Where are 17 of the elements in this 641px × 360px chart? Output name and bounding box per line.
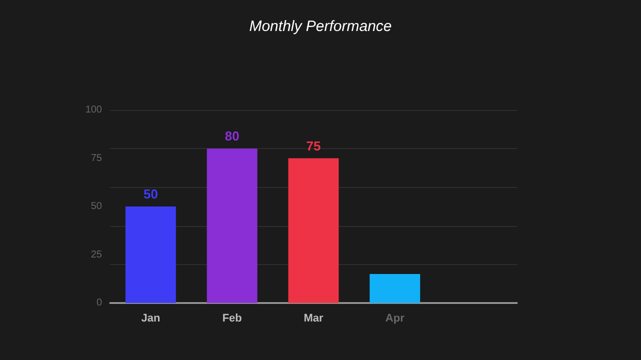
bar: [125, 206, 176, 303]
y-tick-label: 100: [85, 104, 102, 116]
x-tick-label: Mar: [304, 312, 324, 324]
x-tick-label: Apr: [385, 312, 406, 324]
y-tick-label: 50: [90, 201, 102, 212]
y-tick-label: 25: [90, 249, 102, 260]
y-tick-label: 75: [90, 152, 102, 164]
x-tick-label: Feb: [222, 312, 242, 324]
data-label: 75: [306, 138, 321, 154]
data-label: 80: [224, 128, 240, 144]
bar: [288, 158, 339, 303]
x-tick-label: Jan: [141, 312, 160, 324]
y-tick-label: 0: [96, 298, 102, 308]
chart-title: Monthly Performance: [249, 18, 392, 35]
bar: [370, 274, 420, 303]
data-label: 50: [143, 186, 158, 202]
bar: [206, 148, 258, 303]
